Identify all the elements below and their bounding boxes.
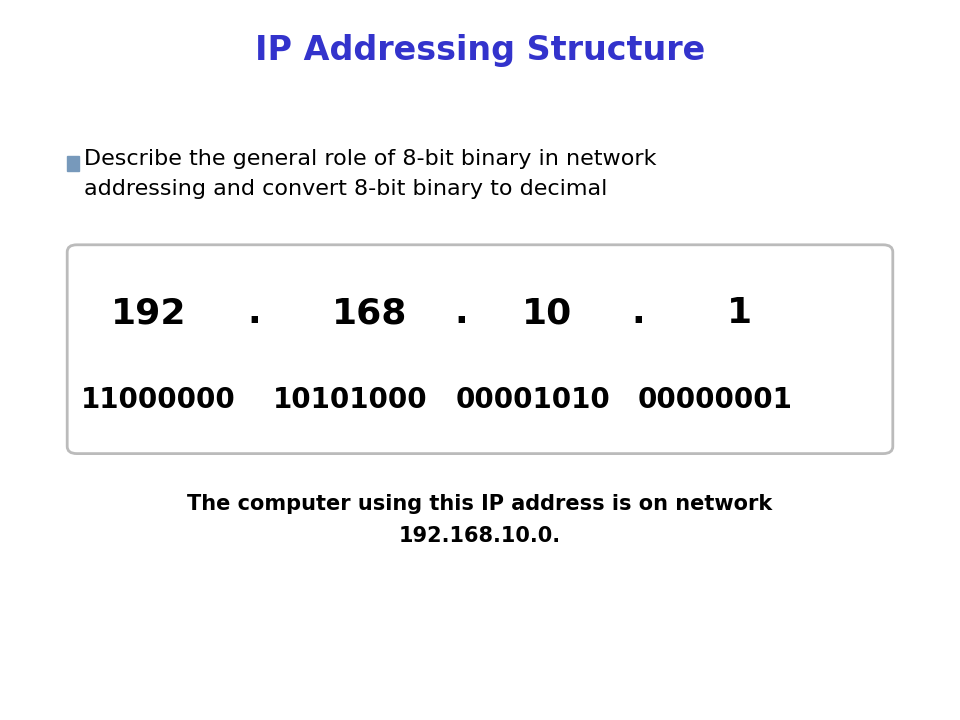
Text: 00000001: 00000001: [637, 386, 793, 413]
Text: .: .: [248, 296, 261, 330]
Text: 1: 1: [727, 296, 752, 330]
Text: 11000000: 11000000: [81, 386, 236, 413]
Text: .: .: [454, 296, 468, 330]
Text: Describe the general role of 8-bit binary in network: Describe the general role of 8-bit binar…: [84, 149, 656, 169]
Text: 192: 192: [111, 296, 186, 330]
FancyBboxPatch shape: [67, 245, 893, 454]
Text: The computer using this IP address is on network: The computer using this IP address is on…: [187, 494, 773, 514]
Text: 168: 168: [332, 296, 407, 330]
Text: addressing and convert 8-bit binary to decimal: addressing and convert 8-bit binary to d…: [84, 179, 607, 199]
Bar: [67, 156, 79, 171]
Text: .: .: [632, 296, 645, 330]
Text: 10101000: 10101000: [273, 386, 428, 413]
Text: 00001010: 00001010: [455, 386, 611, 413]
Text: 192.168.10.0.: 192.168.10.0.: [399, 526, 561, 546]
Text: 10: 10: [522, 296, 572, 330]
Text: IP Addressing Structure: IP Addressing Structure: [254, 34, 706, 67]
